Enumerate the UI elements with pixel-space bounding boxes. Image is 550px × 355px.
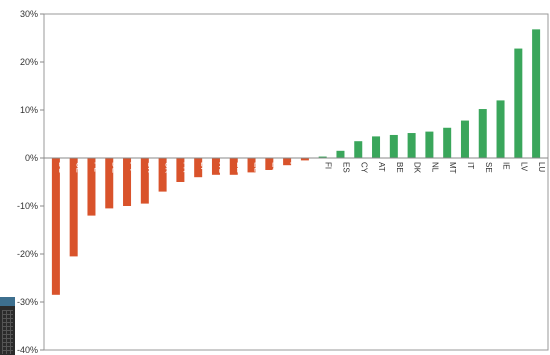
- category-label-uk: UK: [164, 162, 173, 174]
- bars: [51, 29, 541, 295]
- bar-fr: [176, 158, 185, 182]
- bar-lt: [194, 158, 203, 178]
- category-label-pl: PL: [92, 162, 101, 172]
- y-tick-label: -40%: [17, 345, 38, 355]
- category-label-dk: DK: [413, 162, 422, 174]
- category-label-de: DE: [110, 162, 119, 173]
- y-tick-label: -30%: [17, 297, 38, 307]
- category-label-el: EL: [253, 162, 262, 172]
- thumbnail-grid: [2, 310, 13, 354]
- bar-dk: [407, 133, 416, 158]
- bar-el: [247, 158, 256, 173]
- category-label-lu: LU: [537, 162, 546, 172]
- bar-de: [105, 158, 114, 209]
- bar-ro: [211, 158, 220, 175]
- category-label-se: SE: [484, 162, 493, 173]
- bar-it: [460, 120, 469, 158]
- y-tick-label: -20%: [17, 249, 38, 259]
- bar-sk: [140, 158, 149, 204]
- category-label-at: AT: [377, 162, 386, 172]
- category-label-nl: NL: [430, 162, 439, 173]
- category-labels: BG CZ PL DE PT SK UK FR LT RO EE EL EU27 HU SI FI ES CY AT…: [57, 162, 546, 183]
- category-label-fr: FR: [181, 162, 190, 173]
- bar-ie: [496, 100, 505, 158]
- bar-ee: [229, 158, 238, 175]
- category-label-cy: CY: [359, 162, 368, 174]
- bar-mt: [443, 127, 452, 158]
- bar-si: [300, 158, 309, 161]
- y-tick-label: 30%: [20, 9, 38, 19]
- y-axis: 30% 20% 10% 0% -10% -20% -30% -40%: [17, 9, 44, 355]
- bar-be: [389, 134, 398, 158]
- bar-lu: [532, 29, 541, 158]
- category-label-cz: CZ: [75, 162, 84, 173]
- category-label-sk: SK: [146, 162, 155, 173]
- y-tick-label: 10%: [20, 105, 38, 115]
- bar-pl: [87, 158, 96, 216]
- category-label-ie: IE: [502, 162, 511, 170]
- bar-nl: [425, 131, 434, 158]
- category-label-lv: LV: [519, 162, 528, 172]
- bar-eu27: [265, 158, 274, 170]
- bar-es: [336, 150, 345, 158]
- category-label-lt: LT: [199, 162, 208, 171]
- bar-uk: [158, 158, 167, 192]
- thumbnail-header: [0, 297, 15, 306]
- bar-fi: [318, 156, 327, 158]
- category-label-hu: HU: [288, 162, 297, 174]
- category-label-pt: PT: [128, 162, 137, 172]
- bar-hu: [283, 158, 292, 166]
- bar-pt: [123, 158, 132, 206]
- bar-cz: [69, 158, 78, 257]
- category-label-si: SI: [306, 162, 315, 170]
- category-label-it: IT: [466, 162, 475, 169]
- category-label-bg: BG: [57, 162, 66, 174]
- category-label-eu27: EU27: [270, 162, 279, 183]
- bar-at: [372, 136, 381, 158]
- bar-cy: [354, 141, 363, 158]
- bar-se: [478, 109, 487, 158]
- category-label-be: BE: [395, 162, 404, 173]
- y-tick-label: -10%: [17, 201, 38, 211]
- plot-frame: [43, 13, 549, 351]
- category-label-es: ES: [341, 162, 350, 173]
- bar-bg: [51, 158, 60, 295]
- bar-lv: [514, 48, 523, 159]
- y-tick-label: 0%: [25, 153, 38, 163]
- category-label-ee: EE: [235, 162, 244, 173]
- category-label-ro: RO: [217, 162, 226, 174]
- y-tick-label: 20%: [20, 57, 38, 67]
- category-label-fi: FI: [324, 162, 333, 169]
- plot-border: [43, 13, 549, 351]
- category-label-mt: MT: [448, 162, 457, 174]
